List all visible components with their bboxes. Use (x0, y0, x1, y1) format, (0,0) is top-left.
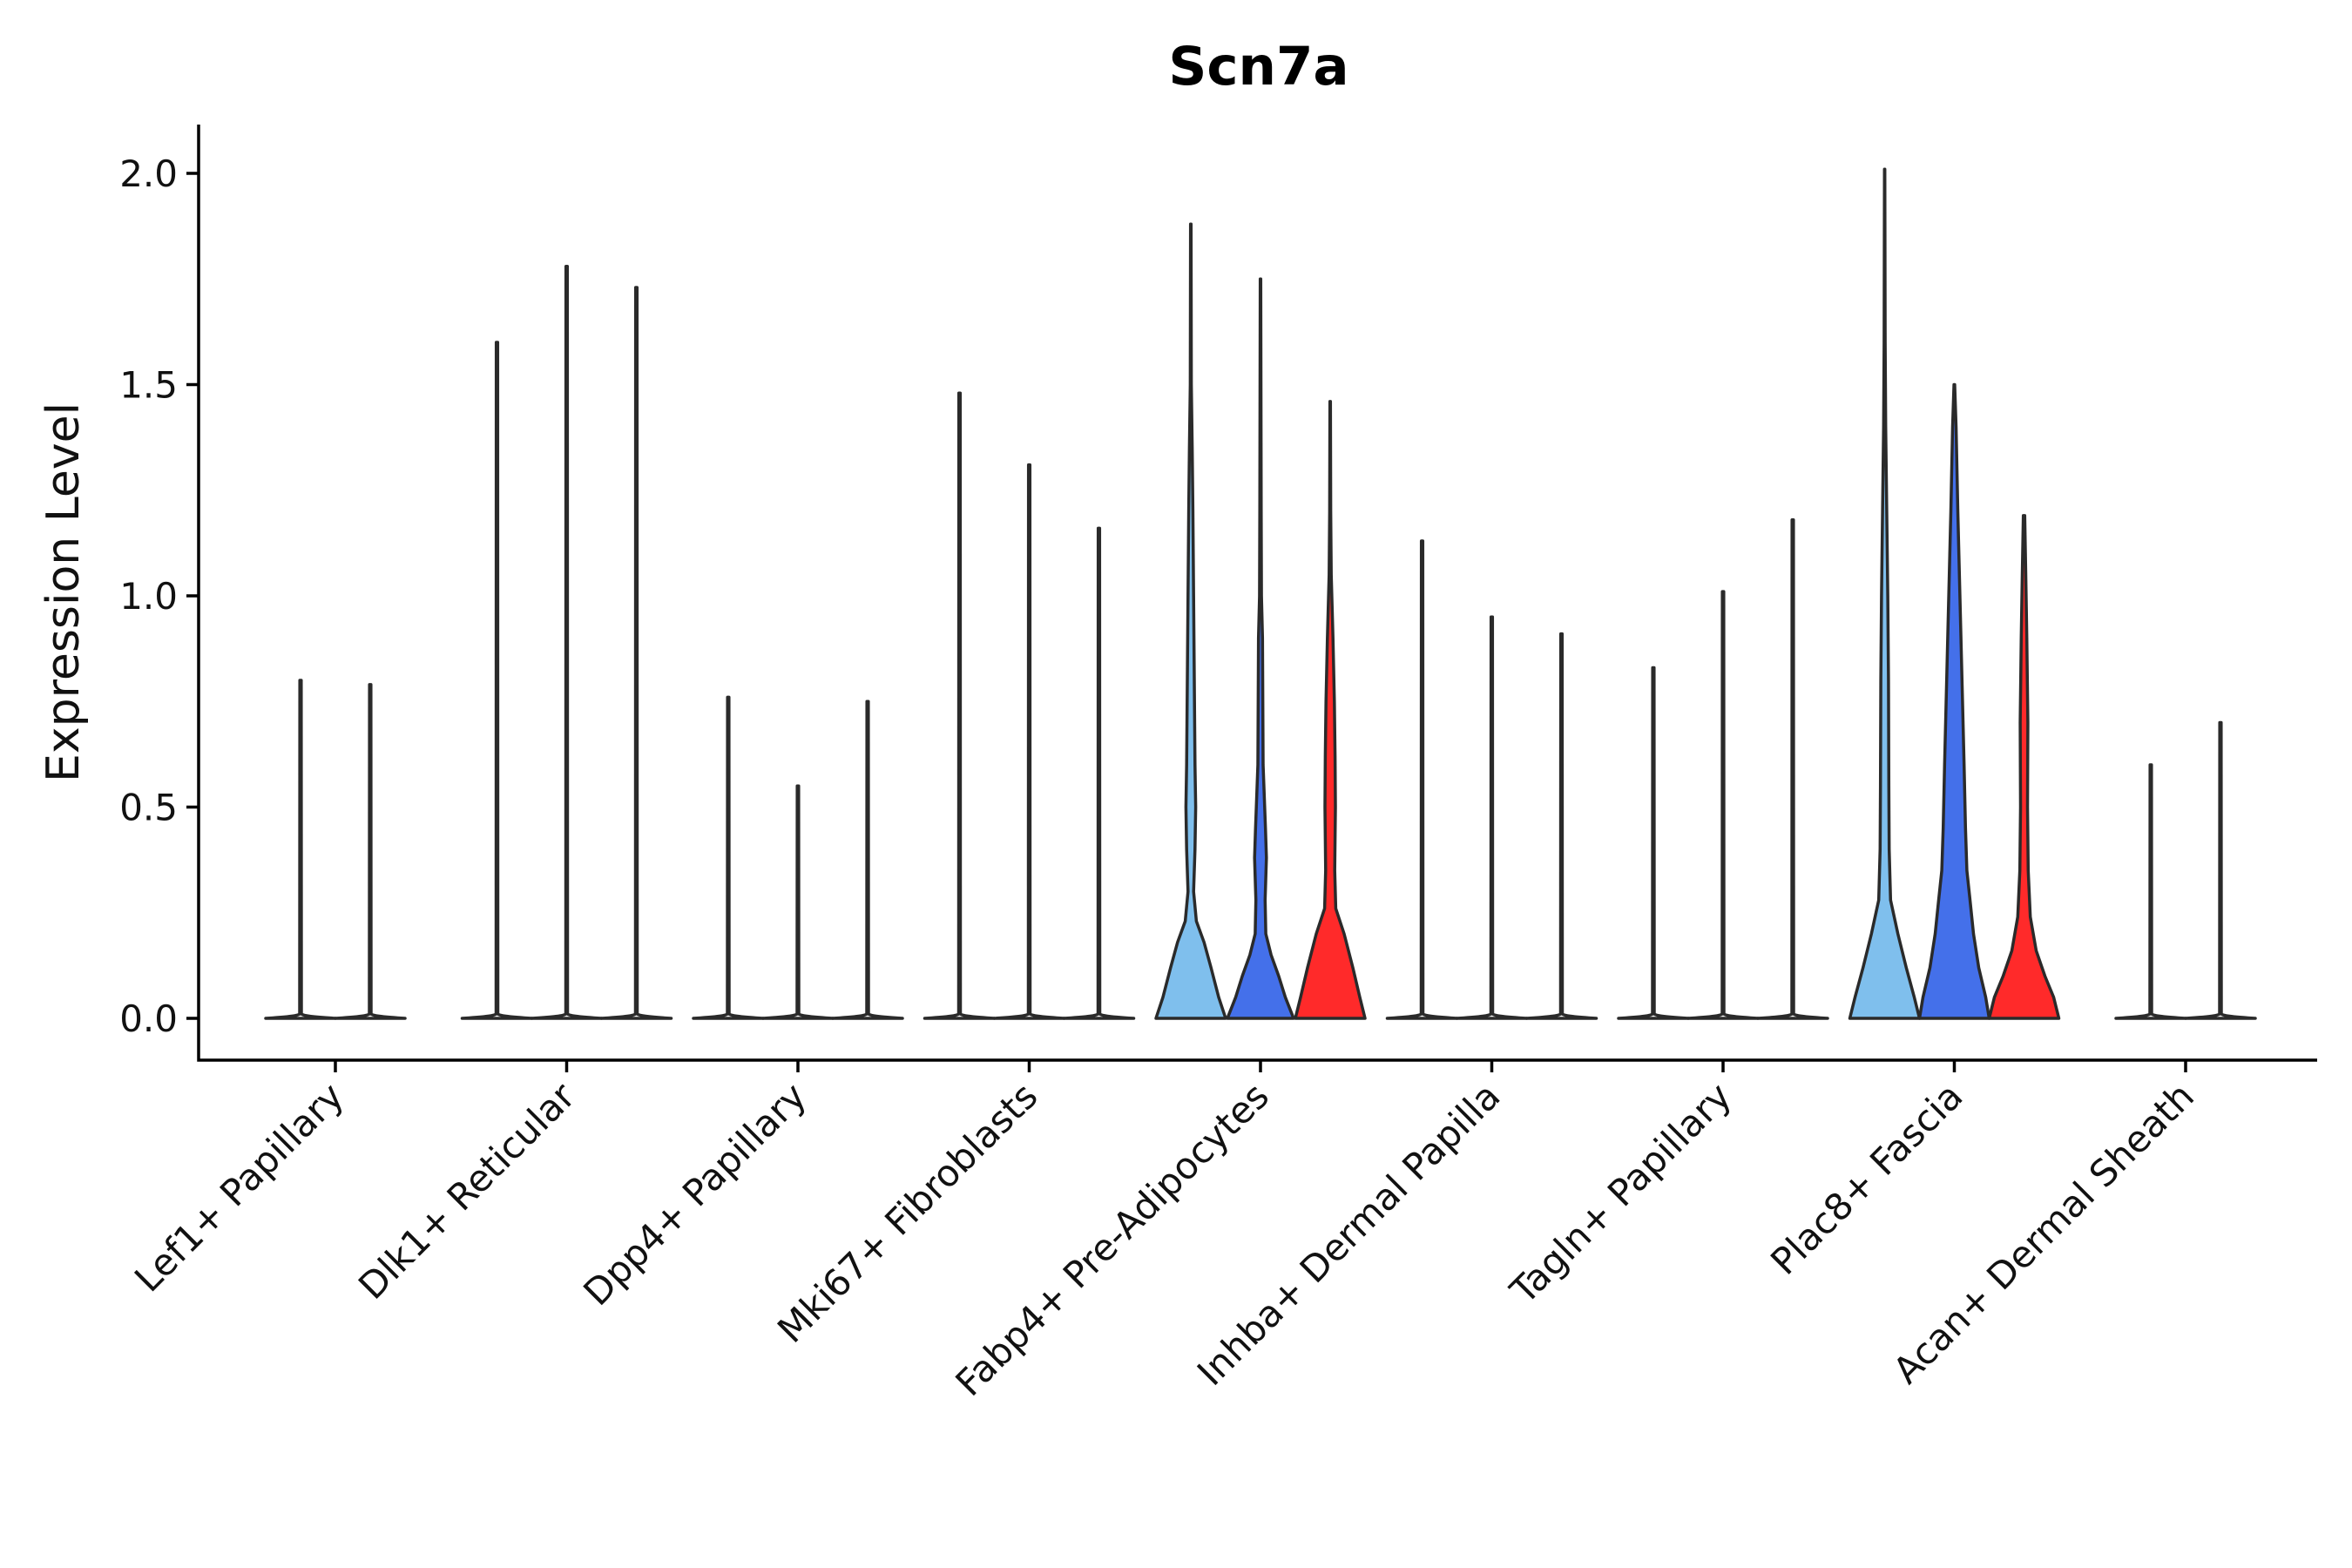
y-tick-label: 1.5 (119, 364, 178, 407)
violin-9-1 (2114, 763, 2187, 1020)
violin-3-2 (761, 784, 835, 1020)
violin-7-1 (1617, 666, 1690, 1020)
violin-1-2 (334, 683, 407, 1020)
violin-1-1 (264, 679, 337, 1020)
violin-3-1 (692, 695, 765, 1020)
violin-5-3 (1294, 400, 1367, 1020)
violin-2-1 (460, 341, 534, 1020)
violin-3-3 (831, 700, 904, 1020)
violin-7-2 (1686, 590, 1760, 1020)
y-tick-label: 2.0 (119, 152, 178, 195)
y-axis-ticks: 0.0 0.5 1.0 1.5 2.0 (119, 152, 199, 1040)
violin-2-3 (599, 286, 673, 1020)
violin-4-3 (1062, 526, 1136, 1020)
violin-6-2 (1455, 615, 1529, 1020)
violin-layer (264, 167, 2257, 1020)
violin-5-1 (1154, 222, 1227, 1020)
x-tick-label: Lef1+ Papillary (126, 1074, 352, 1300)
violin-6-1 (1385, 539, 1459, 1020)
chart-title: Scn7a (1168, 36, 1348, 98)
violin-4-2 (992, 463, 1066, 1020)
x-tick-label: Mki67+ Fibroblasts (769, 1074, 1045, 1350)
violin-8-3 (1987, 514, 2061, 1020)
x-tick-label: Dpp4+ Papillary (575, 1074, 814, 1314)
violin-4-1 (923, 391, 997, 1020)
violin-2-2 (530, 264, 604, 1020)
x-tick-label: Plac8+ Fascia (1762, 1074, 1970, 1282)
y-tick-label: 0.5 (119, 787, 178, 829)
x-tick-label: Dlk1+ Reticular (350, 1074, 584, 1308)
violin-8-1 (1848, 167, 1922, 1020)
y-tick-label: 1.0 (119, 575, 178, 618)
violin-8-2 (1917, 382, 1991, 1020)
violin-5-2 (1226, 277, 1295, 1020)
y-axis-label: Expression Level (37, 402, 90, 782)
violin-6-3 (1524, 632, 1598, 1020)
axis-lines (197, 125, 2317, 1062)
y-tick-label: 0.0 (119, 997, 178, 1040)
violin-7-3 (1756, 517, 1829, 1020)
x-tick-label: Tagln+ Papillary (1502, 1074, 1740, 1312)
violin-9-2 (2184, 720, 2257, 1020)
